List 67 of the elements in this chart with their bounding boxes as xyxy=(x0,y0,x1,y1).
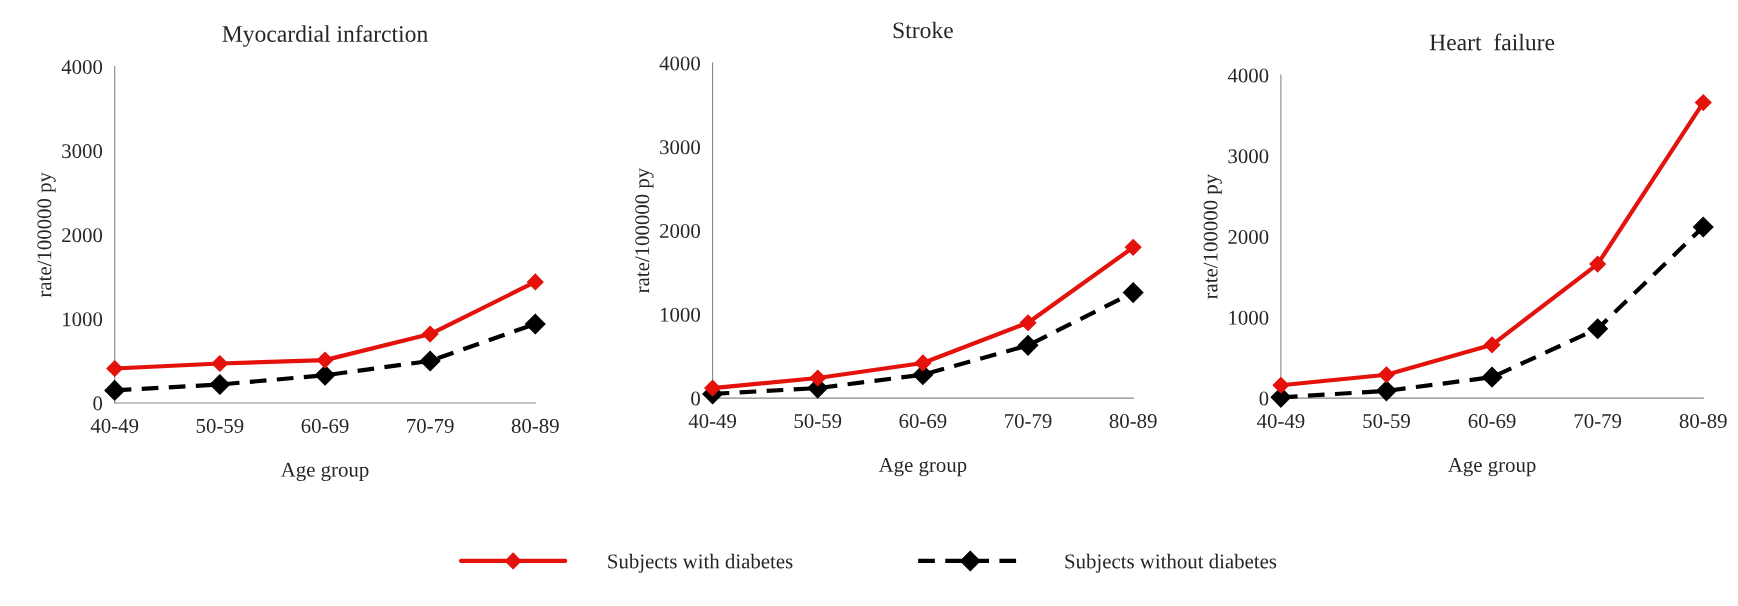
point xyxy=(1589,255,1607,273)
x-tick-label: 50-59 xyxy=(196,418,244,433)
point xyxy=(1124,238,1142,256)
x-tick-label: 80-89 xyxy=(1109,414,1157,429)
x-tick-label: 40-49 xyxy=(688,414,737,429)
x-tick-label: 70-79 xyxy=(1005,414,1052,429)
x-tick-label: 70-79 xyxy=(1574,414,1622,429)
x-tick-label: 50-59 xyxy=(794,414,842,429)
x-axis-title: Age group xyxy=(878,457,967,477)
point xyxy=(419,350,441,372)
point xyxy=(1587,318,1608,340)
point xyxy=(106,360,124,377)
y-tick-label: 4000 xyxy=(1227,68,1269,83)
point xyxy=(524,313,546,335)
x-axis-title: Age group xyxy=(280,462,369,482)
chart-title: Myocardial infarction xyxy=(222,25,428,47)
point xyxy=(704,379,721,397)
y-tick-label: 4000 xyxy=(659,56,700,71)
point xyxy=(1376,380,1397,402)
point xyxy=(1122,282,1144,303)
y-tick-label: 0 xyxy=(1259,391,1269,406)
point xyxy=(314,364,336,386)
x-tick-label: 40-49 xyxy=(90,418,139,433)
x-axis-title: Age group xyxy=(1448,457,1536,477)
point xyxy=(809,369,827,387)
x-tick-label: 50-59 xyxy=(1363,414,1410,429)
x-tick-label: 80-89 xyxy=(511,418,559,433)
y-tick-label: 1000 xyxy=(660,307,700,322)
text: Subjects without diabetes xyxy=(1065,553,1277,573)
text: Subjects with diabetes xyxy=(608,553,793,573)
x-tick-label: 60-69 xyxy=(1468,414,1516,429)
chart-title: Stroke xyxy=(893,21,953,39)
point xyxy=(316,351,334,369)
x-tick-label: 70-79 xyxy=(407,418,454,433)
y-tick-label: 3000 xyxy=(62,144,103,159)
point xyxy=(209,374,231,395)
y-tick-label: 0 xyxy=(93,396,103,411)
x-tick-label: 80-89 xyxy=(1679,414,1727,429)
y-tick-label: 2000 xyxy=(62,228,103,243)
y-axis-title: rate/100000 py xyxy=(37,172,56,298)
chart-title: Heart failure xyxy=(1429,33,1555,51)
x-tick-label: 40-49 xyxy=(1257,414,1305,429)
y-tick-label: 1000 xyxy=(63,312,103,327)
y-tick-label: 0 xyxy=(691,391,700,406)
point xyxy=(1694,94,1712,111)
point xyxy=(1272,376,1290,394)
y-axis-title: rate/100000 py xyxy=(635,167,654,293)
y-tick-label: 3000 xyxy=(1228,149,1269,164)
point xyxy=(1019,314,1037,332)
point xyxy=(1481,366,1503,388)
y-tick-label: 3000 xyxy=(660,140,700,155)
point xyxy=(211,355,229,372)
point xyxy=(1017,335,1039,356)
y-tick-label: 1000 xyxy=(1229,310,1269,325)
y-tick-label: 4000 xyxy=(61,60,103,75)
y-tick-label: 2000 xyxy=(1228,230,1269,245)
x-tick-label: 60-69 xyxy=(899,414,947,429)
point xyxy=(1483,336,1501,354)
y-axis-title: rate/100000 py xyxy=(1203,173,1222,299)
y-tick-label: 2000 xyxy=(660,223,700,239)
point xyxy=(1378,366,1395,384)
point xyxy=(104,380,126,401)
x-tick-label: 60-69 xyxy=(301,418,349,433)
point xyxy=(421,325,439,343)
point xyxy=(1692,216,1714,238)
point xyxy=(914,354,932,372)
point xyxy=(526,273,544,291)
